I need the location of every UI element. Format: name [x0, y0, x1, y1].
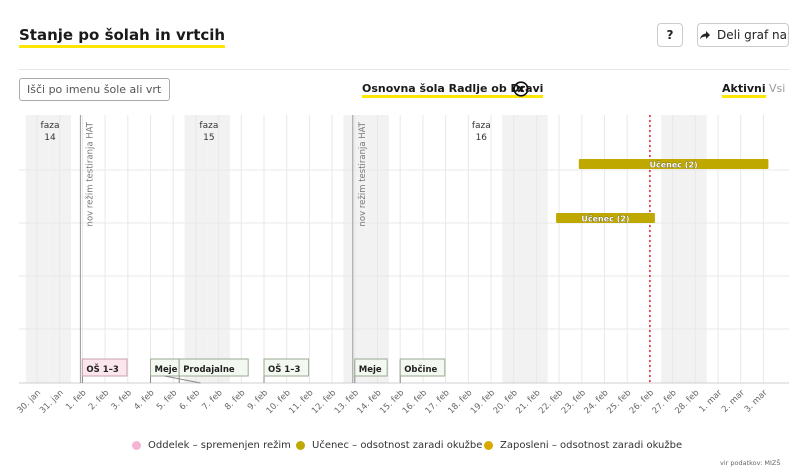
x-tick-label: 5. feb	[155, 388, 179, 412]
x-tick-label: 3. mar	[743, 388, 770, 415]
legend-item: Učenec – odsotnost zaradi okužbe	[296, 440, 482, 451]
phase-label: faza	[472, 121, 491, 131]
x-tick-label: 20. feb	[492, 388, 520, 416]
x-tick-label: 30. jan	[15, 388, 43, 416]
legend-dot-icon	[484, 441, 493, 450]
share-arrow-icon	[699, 31, 710, 40]
absence-bar-label: Učenec (2)	[581, 214, 629, 224]
legend-dot-icon	[296, 441, 305, 450]
x-tick-label: 17. feb	[424, 388, 452, 416]
event-label: Občine	[404, 364, 437, 375]
tab-active[interactable]: Aktivni	[722, 82, 766, 98]
x-tick-label: 21. feb	[514, 388, 542, 416]
x-tick-label: 2. mar	[720, 388, 747, 415]
x-tick-label: 3. feb	[110, 388, 134, 412]
x-tick-label: 18. feb	[446, 388, 474, 416]
event-label: Prodajalne	[183, 365, 235, 375]
absence-bar-label: Učenec (2)	[649, 160, 697, 170]
header-divider	[19, 69, 789, 70]
clear-school-icon[interactable]	[513, 81, 529, 97]
event-label: Meje	[359, 365, 382, 375]
phase-number: 15	[203, 133, 214, 143]
x-tick-label: 6. feb	[178, 388, 202, 412]
event-box	[81, 358, 128, 377]
tab-all[interactable]: Vsi	[769, 82, 786, 95]
x-tick-label: 13. feb	[333, 388, 361, 416]
x-tick-label: 11. feb	[287, 388, 315, 416]
x-tick-label: 22. feb	[537, 388, 565, 416]
x-tick-label: 16. feb	[401, 388, 429, 416]
x-tick-label: 1. mar	[697, 388, 724, 415]
data-source: vir podatkov: MIZŠ	[720, 459, 781, 467]
regime-label: nov režim testiranja HAT	[358, 121, 368, 226]
x-tick-label: 19. feb	[469, 388, 497, 416]
event-label: Meje	[155, 365, 178, 375]
x-tick-label: 7. feb	[200, 388, 224, 412]
search-input[interactable]	[19, 78, 170, 101]
x-tick-label: 12. feb	[310, 388, 338, 416]
x-tick-label: 23. feb	[560, 388, 588, 416]
phase-label: faza	[41, 121, 60, 131]
x-tick-label: 4. feb	[132, 388, 156, 412]
event-label: OŠ 1–3	[268, 363, 300, 375]
x-tick-label: 25. feb	[605, 388, 633, 416]
legend-dot-icon	[132, 441, 141, 450]
share-button[interactable]: Deli graf na	[697, 23, 789, 47]
x-tick-label: 14. feb	[355, 388, 383, 416]
selected-school-label: Osnovna šola Radlje ob Dravi	[362, 82, 544, 98]
x-tick-label: 8. feb	[223, 388, 247, 412]
event-box	[178, 358, 249, 377]
event-label: OŠ 1–3	[86, 363, 118, 375]
x-tick-label: 31. jan	[38, 388, 66, 416]
absence-bar	[556, 213, 655, 223]
absence-bar	[578, 159, 769, 169]
x-tick-label: 15. feb	[378, 388, 406, 416]
legend-item: Zaposleni – odsotnost zaradi okužbe	[484, 440, 682, 451]
phase-number: 14	[44, 133, 56, 143]
legend-label: Oddelek – spremenjen režim	[148, 440, 291, 451]
legend-label: Učenec – odsotnost zaradi okužbe	[312, 440, 483, 451]
x-tick-label: 26. feb	[628, 388, 656, 416]
event-box	[354, 358, 388, 377]
x-tick-label: 10. feb	[265, 388, 293, 416]
x-tick-label: 24. feb	[582, 388, 610, 416]
help-button[interactable]: ?	[657, 23, 683, 47]
event-box	[263, 358, 310, 377]
phase-label: faza	[199, 121, 218, 131]
chart-legend: Oddelek – spremenjen režim Učenec – odsot…	[0, 440, 800, 454]
phase-number: 16	[476, 133, 488, 143]
legend-label: Zaposleni – odsotnost zaradi okužbe	[500, 440, 683, 451]
regime-label: nov režim testiranja HAT	[85, 121, 95, 226]
x-tick-label: 28. feb	[673, 388, 701, 416]
x-tick-label: 1. feb	[64, 388, 88, 412]
x-tick-label: 27. feb	[651, 388, 679, 416]
legend-item: Oddelek – spremenjen režim	[132, 440, 291, 451]
x-tick-label: 2. feb	[87, 388, 111, 412]
event-connector	[164, 375, 201, 384]
event-box	[399, 358, 446, 377]
page-title: Stanje po šolah in vrtcih	[19, 26, 226, 48]
share-button-label: Deli graf na	[716, 28, 787, 42]
